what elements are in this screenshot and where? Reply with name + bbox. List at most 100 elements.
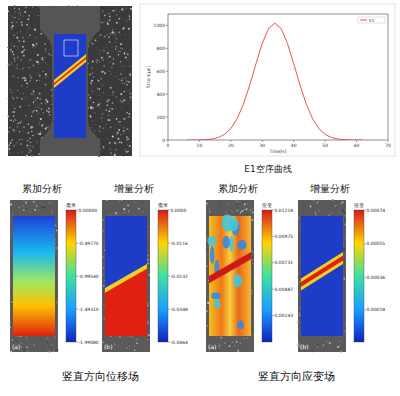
speckle bbox=[237, 201, 238, 202]
speckle bbox=[91, 67, 92, 68]
speckle bbox=[299, 281, 301, 283]
speckle bbox=[36, 43, 38, 45]
speckle bbox=[122, 9, 124, 11]
speckle bbox=[53, 351, 54, 352]
speckle bbox=[94, 130, 95, 131]
speckle bbox=[44, 206, 46, 208]
speckle bbox=[345, 238, 346, 239]
speckle bbox=[126, 347, 128, 349]
speckle bbox=[98, 95, 100, 97]
speckle bbox=[92, 107, 94, 109]
speckle bbox=[104, 206, 105, 207]
panel-title: 累加分析 bbox=[218, 183, 258, 194]
speckle bbox=[20, 10, 22, 12]
speckle bbox=[33, 91, 35, 93]
speckle bbox=[33, 102, 34, 103]
speckle bbox=[48, 108, 50, 110]
speckle bbox=[97, 49, 98, 50]
speckle bbox=[129, 72, 131, 74]
speckle bbox=[124, 53, 126, 55]
speckle bbox=[88, 100, 89, 101]
speckle bbox=[100, 92, 101, 93]
speckle bbox=[103, 20, 105, 22]
speckle bbox=[298, 217, 300, 219]
speckle bbox=[33, 110, 35, 112]
speckle bbox=[31, 155, 33, 157]
speckle bbox=[11, 70, 12, 71]
speckle bbox=[116, 14, 117, 15]
speckle bbox=[28, 130, 30, 132]
speckle bbox=[330, 212, 332, 214]
speckle bbox=[110, 73, 111, 74]
x-tick bbox=[168, 140, 169, 142]
speckle bbox=[93, 76, 95, 78]
speckle bbox=[112, 47, 113, 48]
speckle bbox=[218, 202, 220, 204]
speckle bbox=[28, 41, 30, 43]
speckle bbox=[113, 341, 115, 343]
speckle bbox=[46, 348, 47, 349]
speckle bbox=[124, 212, 125, 213]
x-axis-label: Time[s] bbox=[269, 149, 287, 154]
speckle bbox=[13, 19, 15, 21]
speckle bbox=[11, 236, 13, 238]
speckle bbox=[112, 31, 114, 33]
speckle bbox=[103, 267, 104, 268]
speckle bbox=[16, 65, 17, 66]
speckle bbox=[21, 79, 23, 81]
x-tick bbox=[293, 140, 294, 142]
speckle bbox=[112, 102, 114, 104]
speckle bbox=[107, 57, 108, 58]
speckle bbox=[10, 49, 12, 51]
speckle bbox=[116, 135, 117, 136]
speckle bbox=[99, 126, 101, 128]
speckle bbox=[34, 11, 35, 12]
speckle bbox=[108, 110, 110, 112]
speckle bbox=[121, 80, 123, 82]
speckle bbox=[149, 278, 150, 279]
speckle bbox=[14, 77, 15, 78]
speckle bbox=[27, 28, 28, 29]
speckle bbox=[107, 101, 109, 103]
speckle bbox=[312, 200, 313, 201]
speckle bbox=[147, 339, 148, 340]
speckle bbox=[117, 132, 119, 134]
colorbar-unit: 毫米 bbox=[158, 202, 168, 208]
speckle bbox=[25, 115, 26, 116]
speckle bbox=[15, 103, 17, 105]
speckle bbox=[148, 274, 149, 275]
speckle bbox=[130, 96, 132, 98]
speckle bbox=[124, 149, 126, 151]
speckle bbox=[31, 126, 33, 128]
speckle bbox=[96, 46, 98, 48]
legend-label: E1 bbox=[369, 18, 375, 23]
speckle bbox=[48, 111, 50, 113]
speckle bbox=[32, 65, 34, 67]
speckle bbox=[118, 214, 120, 216]
speckle bbox=[338, 211, 340, 213]
speckle bbox=[47, 342, 48, 343]
speckle bbox=[37, 72, 38, 73]
speckle bbox=[221, 344, 223, 346]
speckle bbox=[38, 124, 39, 125]
speckle bbox=[39, 104, 40, 105]
speckle bbox=[213, 205, 215, 207]
speckle bbox=[43, 204, 44, 205]
speckle bbox=[44, 345, 46, 347]
speckle bbox=[34, 24, 35, 25]
speckle bbox=[10, 119, 12, 121]
speckle bbox=[22, 77, 24, 79]
speckle bbox=[118, 11, 120, 13]
speckle bbox=[22, 66, 24, 68]
speckle bbox=[46, 101, 48, 103]
speckle bbox=[328, 350, 330, 352]
speckle bbox=[18, 40, 20, 42]
speckle bbox=[322, 346, 323, 347]
speckle bbox=[323, 345, 324, 346]
speckle bbox=[344, 223, 346, 225]
speckle bbox=[115, 9, 117, 11]
speckle bbox=[12, 135, 14, 137]
speckle bbox=[19, 122, 21, 124]
speckle bbox=[247, 337, 248, 338]
speckle bbox=[29, 74, 31, 76]
